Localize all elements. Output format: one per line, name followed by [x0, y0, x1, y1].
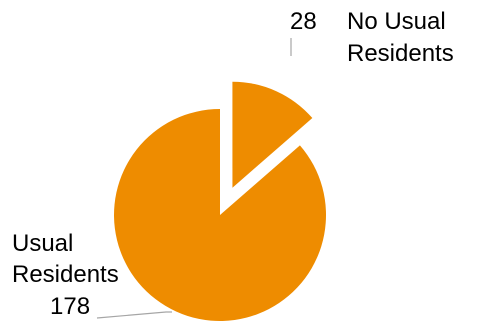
data-label-usual-residents-line1: Usual [12, 230, 74, 257]
data-label-no-usual-residents-line1: No Usual [347, 8, 446, 35]
data-label-usual-residents-line2: Residents [12, 261, 119, 288]
data-label-usual-residents-value: 178 [50, 293, 91, 320]
pie-slice-usual-residents [114, 109, 327, 321]
pie-slice-no-usual-residents [232, 81, 313, 188]
data-label-no-usual-residents-line2: Residents [347, 40, 454, 67]
data-label-no-usual-residents-value: 28 [290, 8, 317, 35]
leader-line-usual-residents [96, 311, 172, 319]
